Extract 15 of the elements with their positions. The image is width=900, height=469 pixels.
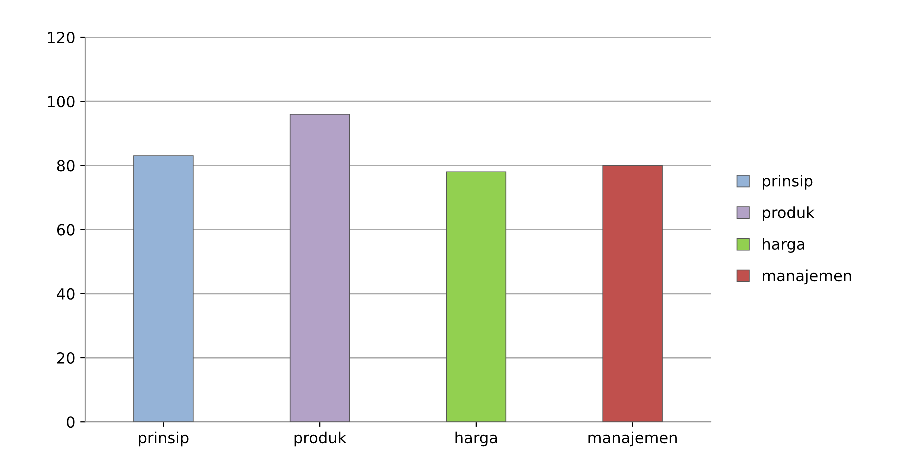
legend-label: prinsip — [763, 175, 813, 190]
y-tick-label: 40 — [57, 288, 75, 300]
y-tick-label: 0 — [67, 416, 75, 428]
x-tick-label: prinsip — [139, 432, 189, 447]
y-tick-label: 120 — [48, 32, 75, 44]
y-tick-label: 100 — [48, 96, 75, 108]
y-tick-label: 60 — [57, 224, 75, 236]
legend-label: harga — [763, 238, 804, 253]
y-tick-label: 20 — [57, 352, 75, 364]
x-tick-label: manajemen — [588, 432, 677, 447]
x-tick-label: produk — [294, 432, 347, 447]
legend-label: manajemen — [763, 270, 852, 285]
y-tick-label: 80 — [57, 160, 75, 172]
legend-label: produk — [763, 206, 815, 222]
x-tick-label: harga — [456, 432, 498, 447]
